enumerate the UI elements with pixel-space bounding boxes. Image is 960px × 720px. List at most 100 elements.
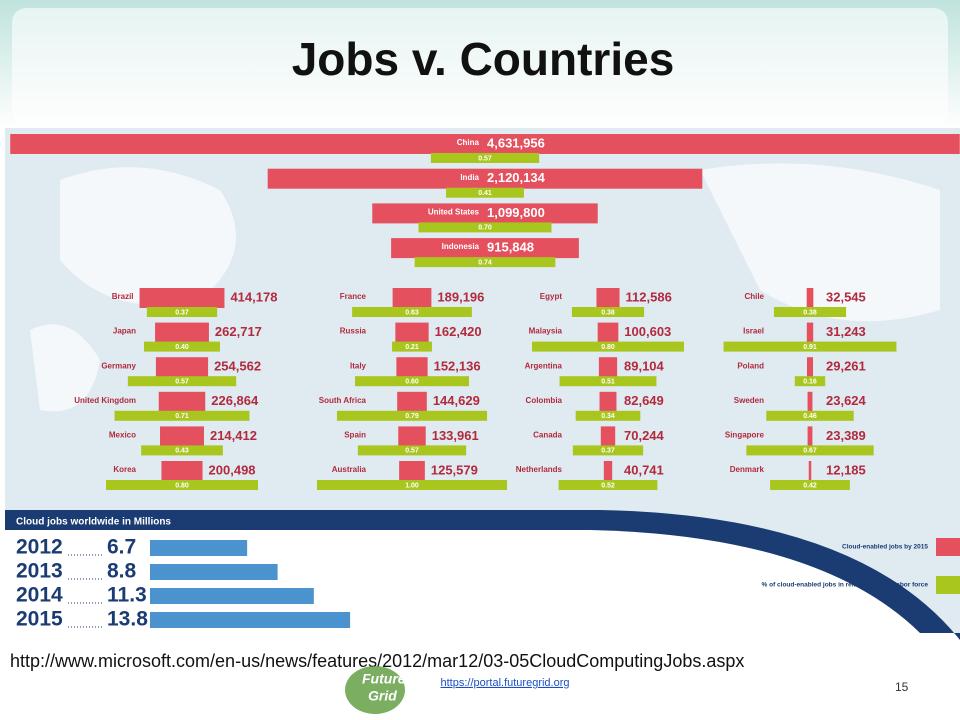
ratio-bar	[127, 376, 237, 387]
ratio-bar	[766, 410, 854, 421]
jobs-label: 23,624	[826, 393, 867, 408]
ratio-bar	[146, 307, 218, 317]
bar	[150, 564, 278, 580]
jobs-label: 254,562	[214, 359, 261, 374]
ratio-label: 0.79	[405, 413, 419, 420]
country-label: Argentina	[525, 361, 563, 370]
country-label: Japan	[113, 327, 136, 336]
ratio-bar	[144, 341, 220, 352]
country-label: Korea	[113, 465, 136, 474]
jobs-label: 226,864	[211, 393, 259, 408]
bar	[150, 540, 248, 556]
jobs-bar	[398, 426, 426, 447]
country-label: France	[340, 292, 367, 301]
jobs-bar	[600, 426, 616, 447]
jobs-bar	[395, 322, 429, 343]
ratio-label: 0.67	[803, 448, 817, 455]
ratio-bar	[558, 480, 658, 490]
country-label: United States	[428, 208, 480, 217]
jobs-bar	[267, 168, 703, 189]
ratio-label: 0.38	[803, 309, 817, 316]
jobs-label: 89,104	[624, 359, 665, 374]
ratio-bar	[794, 376, 826, 387]
jobs-bar	[596, 288, 620, 308]
ratio-bar	[446, 187, 524, 198]
jobs-bar	[139, 288, 225, 308]
ratio-label: 0.57	[478, 155, 492, 162]
country-label: Indonesia	[442, 242, 480, 251]
ratio-label: 0.63	[405, 309, 419, 316]
ratio-label: 0.43	[175, 448, 189, 455]
jobs-bar	[155, 322, 209, 343]
legend-label: % of cloud-enabled jobs in relation to t…	[762, 582, 929, 589]
country-label: Italy	[350, 361, 367, 370]
value-label: 8.8	[107, 560, 137, 583]
jobs-label: 4,631,956	[487, 135, 545, 150]
ratio-label: 0.57	[175, 379, 189, 386]
jobs-bar	[599, 391, 617, 412]
ratio-bar	[571, 307, 645, 317]
value-label: 6.7	[107, 536, 136, 559]
legend-label: Cloud-enabled jobs by 2015	[842, 544, 928, 551]
jobs-label: 31,243	[826, 324, 866, 339]
jobs-bar	[10, 134, 960, 154]
country-label: China	[457, 138, 480, 147]
jobs-label: 162,420	[435, 324, 482, 339]
logo-text: Grid	[368, 688, 397, 704]
ratio-label: 0.21	[405, 344, 419, 351]
ratio-bar	[575, 410, 641, 421]
ratio-label: 0.16	[803, 379, 817, 386]
jobs-label: 29,261	[826, 359, 866, 374]
jobs-label: 1,099,800	[487, 205, 545, 220]
jobs-label: 70,244	[624, 428, 665, 443]
jobs-label: 262,717	[215, 324, 262, 339]
jobs-bar	[158, 391, 206, 412]
jobs-label: 152,136	[434, 359, 481, 374]
year-label: 2012	[16, 536, 63, 559]
jobs-bar	[603, 461, 613, 481]
ratio-bar	[392, 341, 432, 352]
ratio-bar	[773, 307, 847, 317]
jobs-bar	[808, 461, 812, 481]
ratio-label: 0.91	[803, 344, 817, 351]
ratio-bar	[532, 341, 684, 352]
ratio-bar	[430, 153, 540, 163]
year-label: 2015	[16, 608, 63, 631]
source-url: http://www.microsoft.com/en-us/news/feat…	[10, 651, 744, 671]
ratio-bar	[336, 410, 488, 421]
jobs-label: 200,498	[209, 462, 256, 477]
jobs-bar	[155, 357, 209, 378]
country-label: Mexico	[109, 431, 136, 440]
ratio-label: 0.52	[601, 482, 615, 489]
ratio-bar	[723, 341, 897, 352]
ratio-bar	[418, 222, 552, 233]
jobs-bar	[598, 357, 618, 378]
ratio-label: 0.71	[175, 413, 189, 420]
bar	[150, 588, 314, 604]
country-label: Chile	[744, 292, 764, 301]
jobs-label: 915,848	[487, 240, 534, 255]
ratio-label: 0.41	[478, 190, 492, 197]
country-label: South Africa	[319, 396, 367, 405]
logo-text: Future	[362, 671, 406, 687]
country-label: India	[460, 173, 479, 182]
value-label: 13.8	[107, 608, 148, 631]
jobs-label: 112,586	[626, 289, 672, 304]
jobs-label: 82,649	[624, 393, 664, 408]
ratio-label: 0.40	[175, 344, 189, 351]
jobs-label: 32,545	[826, 289, 866, 304]
jobs-bar	[372, 203, 598, 224]
map-shape	[30, 163, 940, 412]
jobs-label: 12,185	[826, 462, 866, 477]
jobs-bar	[391, 238, 579, 259]
ratio-label: 0.46	[803, 413, 817, 420]
ratio-bar	[559, 376, 657, 387]
footer-link[interactable]: https://portal.futuregrid.org	[440, 677, 569, 689]
jobs-label: 100,603	[624, 324, 671, 339]
logo-shape	[345, 666, 405, 714]
country-label: Malaysia	[529, 327, 563, 336]
country-label: Canada	[533, 431, 562, 440]
jobs-label: 214,412	[210, 428, 257, 443]
jobs-bar	[160, 426, 204, 447]
